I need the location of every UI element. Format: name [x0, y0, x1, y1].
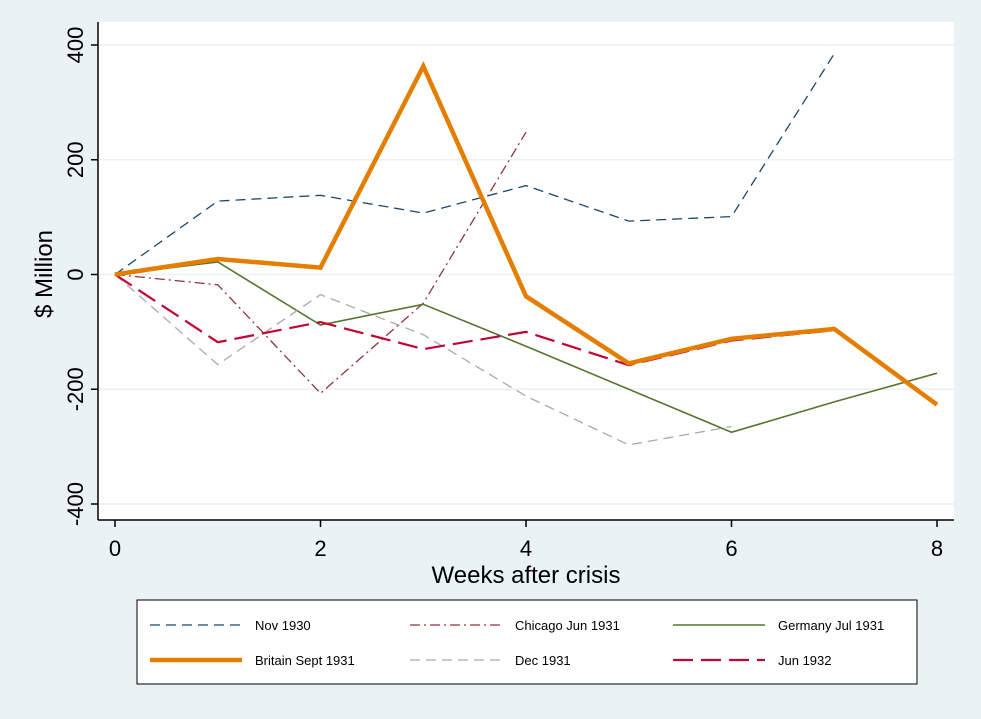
x-axis-title: Weeks after crisis [432, 562, 621, 589]
x-tick-label: 6 [725, 536, 737, 561]
legend-label: Nov 1930 [255, 618, 311, 633]
legend: Nov 1930 Chicago Jun 1931 Germany Jul 1931… [150, 618, 884, 668]
series-line [114, 274, 732, 446]
grid-layer [98, 44, 954, 505]
series-line [114, 131, 527, 395]
legend-label: Jun 1932 [778, 653, 832, 668]
y-tick-label: 200 [63, 141, 88, 178]
legend-label: Dec 1931 [515, 653, 571, 668]
legend-label: Britain Sept 1931 [255, 653, 355, 668]
series-layer [114, 53, 939, 446]
y-tick-label: -200 [63, 367, 88, 411]
legend-box [136, 599, 918, 685]
y-tick-label: 400 [63, 27, 88, 64]
x-tick-label: 8 [931, 536, 943, 561]
x-tick-label: 0 [109, 536, 121, 561]
y-tick-label: 0 [63, 268, 88, 280]
series-line [114, 53, 835, 276]
series-line [114, 60, 939, 407]
y-tick-label: -400 [63, 482, 88, 526]
y-axis-title: $ Million [31, 230, 58, 318]
tick-layer: -400 -200 0 200 400 0 2 4 6 8 [63, 27, 943, 561]
x-tick-label: 4 [520, 536, 532, 561]
x-tick-label: 2 [314, 536, 326, 561]
plot-region [98, 22, 954, 520]
legend-label: Chicago Jun 1931 [515, 618, 620, 633]
series-line [114, 261, 938, 434]
legend-label: Germany Jul 1931 [778, 618, 884, 633]
